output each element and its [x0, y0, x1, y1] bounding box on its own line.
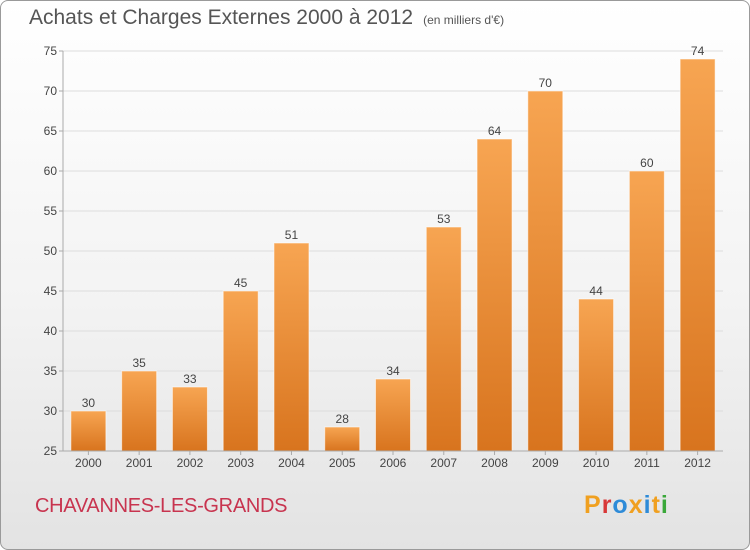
- logo-letter: i: [643, 491, 652, 519]
- data-label-2004: 51: [285, 228, 299, 242]
- bar-2003: [222, 290, 259, 452]
- bar-2002: [171, 386, 208, 452]
- logo-letter: i: [660, 491, 669, 519]
- y-tick-label: 25: [44, 444, 58, 458]
- bar-2011: [628, 170, 665, 452]
- data-label-2008: 64: [488, 124, 502, 138]
- proxiti-logo: Proxiti: [584, 491, 669, 520]
- data-label-2000: 30: [82, 396, 96, 410]
- y-tick-label: 65: [44, 124, 58, 138]
- bar-2012: [679, 58, 716, 452]
- data-label-2010: 44: [589, 284, 603, 298]
- bar-2000: [70, 410, 107, 452]
- bar-2008: [476, 138, 513, 452]
- bar-2001: [121, 370, 158, 452]
- x-tick-label: 2003: [227, 456, 254, 470]
- chart-title: Achats et Charges Externes 2000 à 2012 (e…: [29, 6, 504, 30]
- chart-title-main: Achats et Charges Externes 2000 à 2012: [29, 6, 414, 29]
- x-tick-label: 2005: [329, 456, 356, 470]
- x-tick-label: 2008: [481, 456, 508, 470]
- data-label-2009: 70: [539, 76, 553, 90]
- y-tick-label: 55: [44, 204, 58, 218]
- data-label-2007: 53: [437, 212, 451, 226]
- data-label-2006: 34: [386, 364, 400, 378]
- bar-2007: [425, 226, 462, 452]
- x-axis-ticks: 2000 2001 2002 2003 2004 2005 2006 2007 2008 2009…: [75, 451, 711, 470]
- logo-letter: r: [601, 491, 613, 519]
- commune-name: CHAVANNES-LES-GRANDS: [35, 495, 288, 517]
- y-tick-label: 30: [44, 404, 58, 418]
- logo-letter: x: [628, 491, 644, 519]
- logo-letter: P: [584, 491, 602, 519]
- bar-2005: [324, 426, 361, 452]
- logo-letter: t: [651, 491, 661, 519]
- y-tick-label: 45: [44, 284, 58, 298]
- data-label-2012: 74: [691, 44, 705, 58]
- x-tick-label: 2002: [177, 456, 204, 470]
- y-tick-label: 70: [44, 84, 58, 98]
- x-tick-label: 2010: [583, 456, 610, 470]
- x-tick-label: 2000: [75, 456, 102, 470]
- data-label-2003: 45: [234, 276, 248, 290]
- y-tick-label: 40: [44, 324, 58, 338]
- y-tick-label: 75: [44, 44, 58, 58]
- x-tick-label: 2012: [684, 456, 711, 470]
- x-tick-label: 2011: [634, 456, 660, 470]
- bar-2006: [375, 378, 411, 452]
- bar-2009: [527, 90, 564, 452]
- data-label-2002: 33: [183, 372, 197, 386]
- data-labels: 30 35 33 45 51 28 34 53 64 70 44 60 74: [82, 44, 705, 426]
- x-tick-label: 2006: [380, 456, 407, 470]
- axes: [62, 51, 723, 452]
- bar-2010: [578, 298, 615, 452]
- data-label-2005: 28: [336, 412, 350, 426]
- x-tick-label: 2009: [532, 456, 559, 470]
- data-label-2011: 60: [640, 156, 654, 170]
- bars: [70, 58, 716, 452]
- y-tick-label: 60: [44, 164, 58, 178]
- x-tick-label: 2004: [278, 456, 305, 470]
- x-tick-label: 2007: [430, 456, 457, 470]
- bar-2004: [273, 242, 310, 452]
- chart-title-unit: (en milliers d'€): [423, 13, 505, 27]
- y-tick-label: 50: [44, 244, 58, 258]
- y-axis-ticks: 25 30 35 40 45 50 55 60 65 70 75: [44, 44, 63, 458]
- logo-letter: o: [612, 491, 629, 519]
- x-tick-label: 2001: [126, 456, 153, 470]
- y-tick-label: 35: [44, 364, 58, 378]
- data-label-2001: 35: [132, 356, 146, 370]
